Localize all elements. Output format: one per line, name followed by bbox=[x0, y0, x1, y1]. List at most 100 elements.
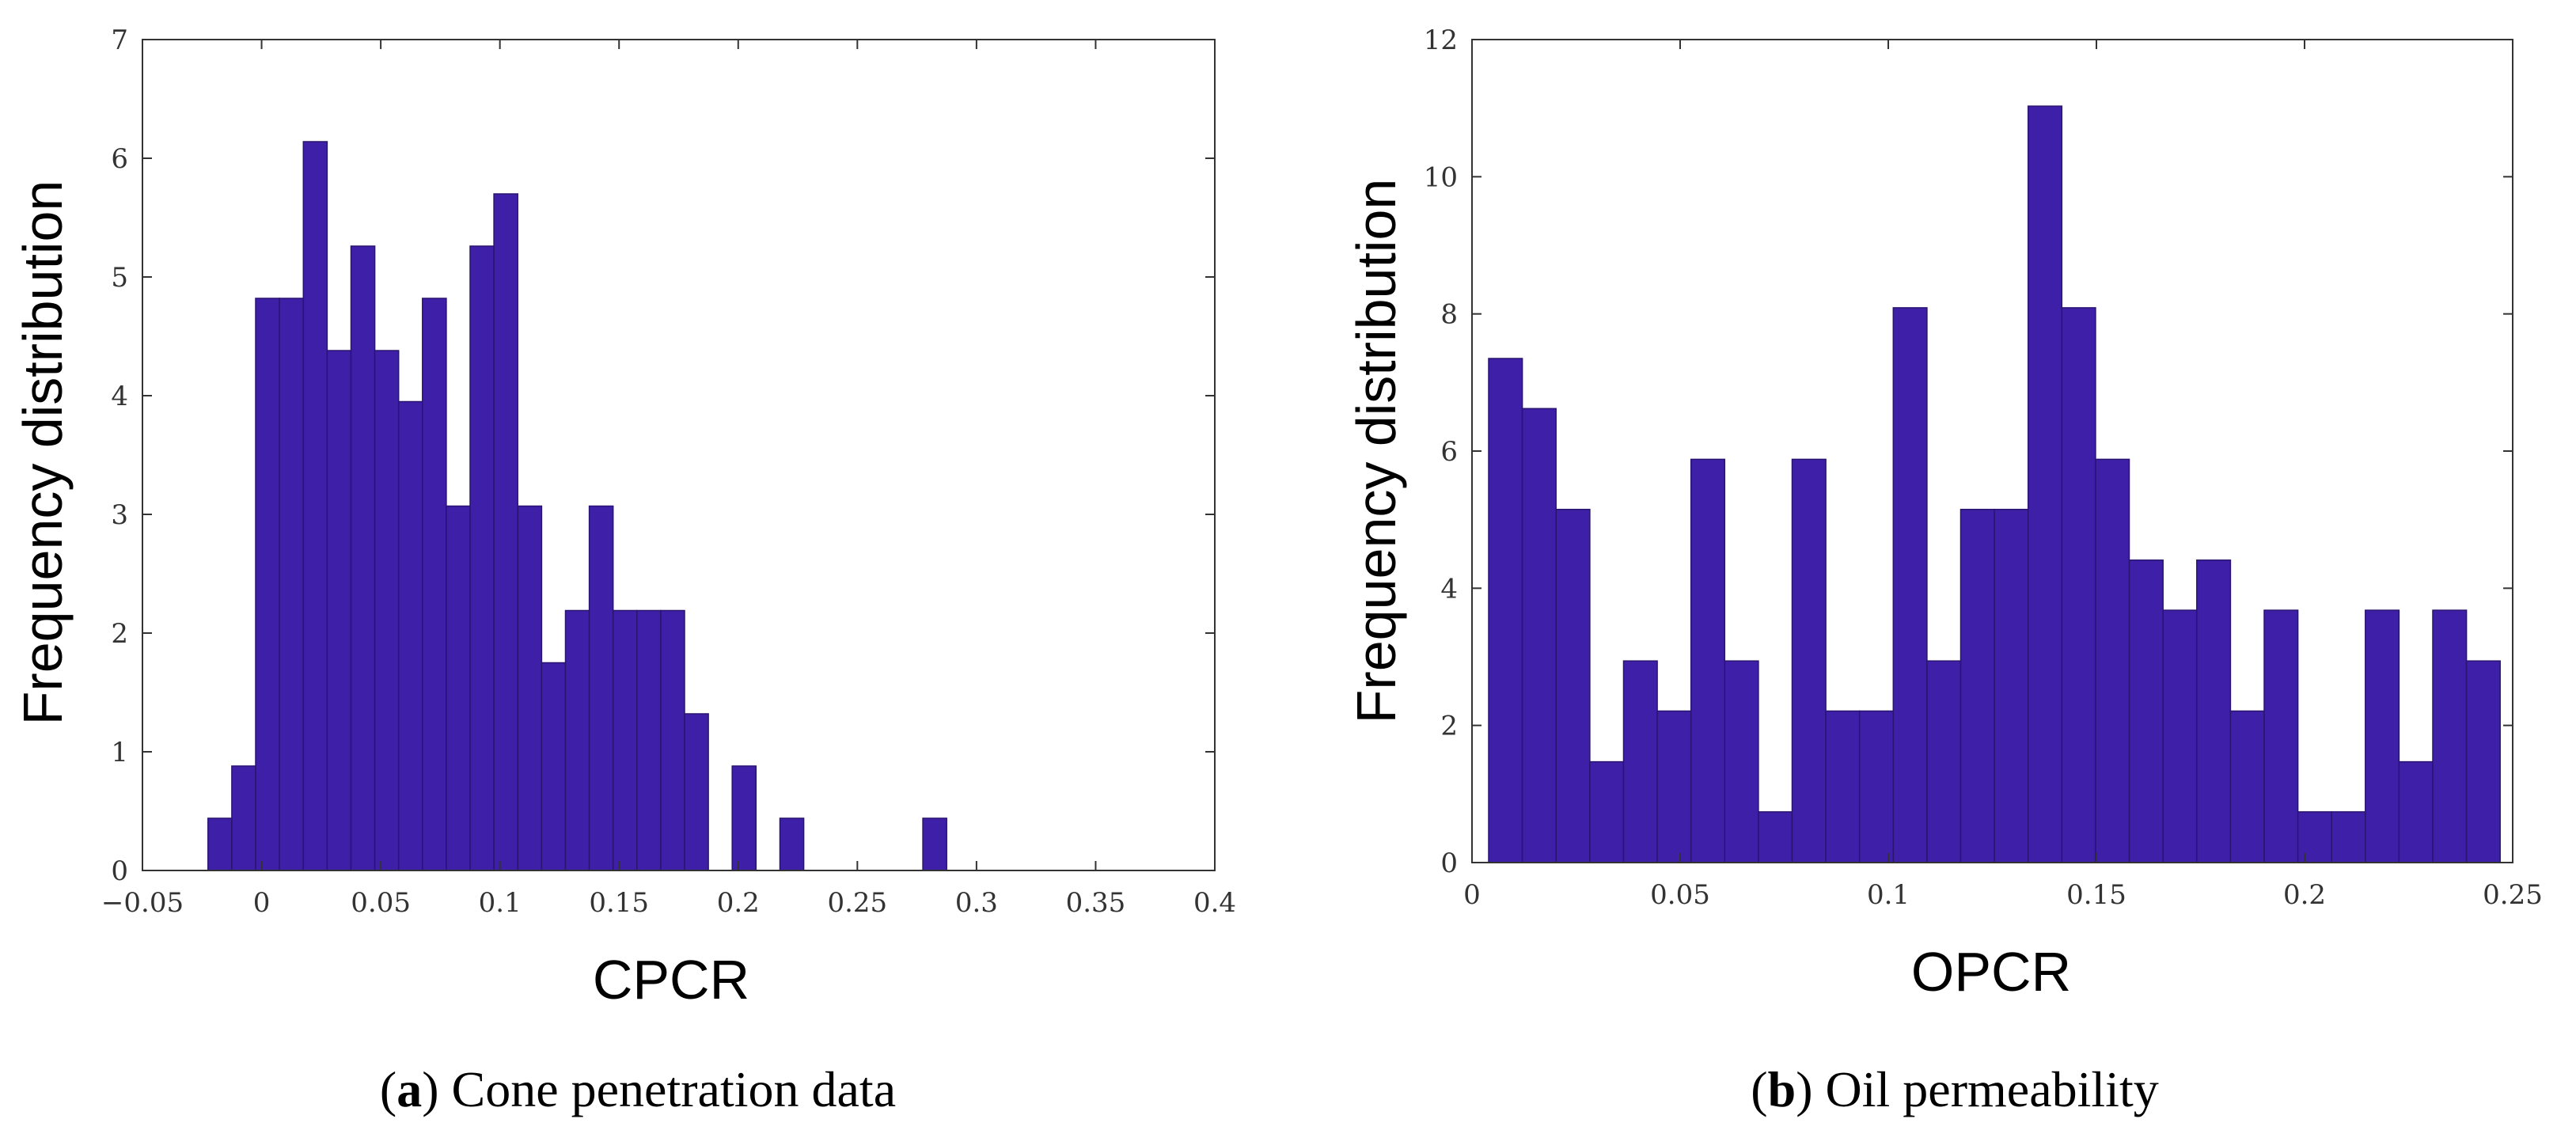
chart-panel-a: −0.05 0 0.05 0.1 0.15 0.2 0.25 0.3 0.35 0.4012345… bbox=[12, 25, 1236, 1117]
y-tick-label-b-0: 0 bbox=[1440, 848, 1458, 879]
x-tick-label-a-4: 0.15 bbox=[589, 887, 649, 919]
histogram-bar-a-17 bbox=[612, 609, 638, 871]
x-tick-label-a-7: 0.3 bbox=[955, 887, 998, 919]
y-tick-label-b-3: 6 bbox=[1440, 436, 1458, 468]
histogram-bar-a-24 bbox=[779, 817, 805, 871]
histogram-bar-a-18 bbox=[636, 609, 662, 871]
histogram-bar-a-4 bbox=[302, 141, 328, 871]
caption-a-label: a bbox=[396, 1061, 422, 1117]
y-tick-label-a-0: 0 bbox=[111, 855, 128, 887]
y-tick-label-b-5: 10 bbox=[1424, 161, 1458, 193]
histogram-bar-b-13 bbox=[1926, 660, 1962, 863]
y-tick-label-a-4: 4 bbox=[111, 381, 128, 412]
histogram-bar-b-26 bbox=[2365, 609, 2400, 863]
histogram-bar-b-22 bbox=[2229, 710, 2265, 863]
y-tick-label-b-2: 4 bbox=[1440, 573, 1458, 605]
x-tick-label-a-0: −0.05 bbox=[101, 887, 184, 919]
x-tick-label-b-3: 0.15 bbox=[2066, 879, 2126, 911]
histogram-bar-a-16 bbox=[588, 505, 614, 871]
x-tick-label-a-1: 0 bbox=[253, 887, 271, 919]
histogram-bar-a-15 bbox=[564, 609, 590, 871]
caption-b: (b) Oil permeability bbox=[1751, 1061, 2158, 1117]
histogram-bar-b-4 bbox=[1622, 660, 1658, 863]
axis-box-a bbox=[142, 39, 1216, 871]
histogram-bar-a-13 bbox=[517, 505, 543, 871]
y-tick-label-b-1: 2 bbox=[1440, 711, 1458, 742]
histogram-bar-b-10 bbox=[1825, 710, 1861, 863]
caption-b-text: Oil permeability bbox=[1826, 1061, 2159, 1117]
histogram-bar-b-11 bbox=[1858, 710, 1895, 863]
caption-a: (a) Cone penetration data bbox=[380, 1061, 896, 1117]
histogram-bar-b-8 bbox=[1758, 811, 1793, 863]
histogram-bar-a-8 bbox=[397, 400, 423, 871]
x-tick-label-a-6: 0.25 bbox=[827, 887, 887, 919]
histogram-bar-a-7 bbox=[374, 350, 400, 871]
histogram-bar-a-12 bbox=[493, 193, 518, 871]
x-tick-label-a-9: 0.4 bbox=[1193, 887, 1236, 919]
histogram-bar-b-2 bbox=[1555, 508, 1591, 863]
ylabel-b: Frequency distribution bbox=[1345, 179, 1407, 724]
histogram-bar-b-16 bbox=[2027, 105, 2063, 863]
y-tick-label-a-7: 7 bbox=[111, 25, 128, 56]
histogram-bar-b-3 bbox=[1589, 760, 1625, 863]
x-tick-label-a-2: 0.05 bbox=[351, 887, 411, 919]
chart-panel-b: 0 0.05 0.1 0.15 0.2 0.25 0 2 4 6 8 10 12 Frequency d… bbox=[1345, 25, 2543, 1117]
histogram-bar-b-1 bbox=[1521, 408, 1557, 863]
plot-area-a: −0.05 0 0.05 0.1 0.15 0.2 0.25 0.3 0.35 0.4012345… bbox=[101, 25, 1236, 919]
histogram-bar-a-6 bbox=[350, 245, 376, 871]
histogram-bar-a-14 bbox=[541, 662, 567, 871]
y-tick-label-a-6: 6 bbox=[111, 143, 128, 175]
histogram-bar-a-30 bbox=[922, 817, 947, 871]
histogram-bar-b-27 bbox=[2398, 760, 2434, 863]
ylabel-a: Frequency distribution bbox=[12, 180, 74, 726]
caption-a-text: Cone penetration data bbox=[452, 1061, 897, 1117]
histogram-bar-a-19 bbox=[660, 609, 685, 871]
histogram-bar-b-20 bbox=[2162, 609, 2198, 863]
histogram-bar-b-28 bbox=[2432, 609, 2468, 863]
x-tick-label-b-4: 0.2 bbox=[2283, 879, 2326, 911]
xlabel-a: CPCR bbox=[593, 949, 749, 1011]
histogram-bar-b-17 bbox=[2061, 307, 2096, 863]
histogram-bar-a-3 bbox=[279, 298, 304, 871]
histogram-bar-b-15 bbox=[1994, 508, 2029, 863]
y-tick-label-a-2: 2 bbox=[111, 618, 128, 650]
y-tick-label-a-5: 5 bbox=[111, 262, 128, 294]
histogram-bar-a-20 bbox=[684, 713, 709, 871]
y-tick-label-a-1: 1 bbox=[111, 737, 128, 768]
histogram-bar-a-1 bbox=[231, 765, 256, 871]
y-tick-label-b-4: 8 bbox=[1440, 299, 1458, 331]
x-tick-label-b-0: 0 bbox=[1463, 879, 1481, 911]
x-tick-label-a-3: 0.1 bbox=[479, 887, 522, 919]
histogram-bar-b-29 bbox=[2465, 660, 2501, 863]
histogram-bar-b-18 bbox=[2095, 458, 2130, 863]
histogram-bar-a-11 bbox=[469, 245, 495, 871]
x-tick-label-a-8: 0.35 bbox=[1066, 887, 1126, 919]
y-tick-label-b-6: 12 bbox=[1424, 25, 1458, 56]
histogram-bar-b-14 bbox=[1960, 508, 1995, 863]
histogram-bar-a-9 bbox=[422, 298, 447, 871]
y-tick-label-a-3: 3 bbox=[111, 499, 128, 531]
x-tick-label-a-5: 0.2 bbox=[717, 887, 760, 919]
histogram-bar-b-23 bbox=[2263, 609, 2299, 863]
histogram-bar-a-5 bbox=[326, 350, 352, 871]
histogram-bar-b-7 bbox=[1724, 660, 1759, 863]
x-tick-label-b-5: 0.25 bbox=[2483, 879, 2543, 911]
x-tick-label-b-1: 0.05 bbox=[1650, 879, 1710, 911]
histogram-bar-b-21 bbox=[2196, 559, 2232, 863]
histogram-bar-a-22 bbox=[731, 765, 757, 871]
histogram-bar-a-0 bbox=[207, 817, 233, 871]
histogram-bar-b-9 bbox=[1791, 458, 1827, 863]
histogram-bar-b-25 bbox=[2331, 811, 2366, 863]
histogram-bar-b-6 bbox=[1690, 458, 1726, 863]
caption-b-label: b bbox=[1768, 1061, 1796, 1117]
histogram-bar-b-19 bbox=[2128, 559, 2164, 863]
histogram-bar-a-2 bbox=[255, 298, 280, 871]
histogram-bar-b-5 bbox=[1656, 710, 1692, 863]
histogram-bar-b-0 bbox=[1488, 358, 1523, 863]
histogram-bar-b-24 bbox=[2297, 811, 2332, 863]
plot-area-b: 0 0.05 0.1 0.15 0.2 0.25 0 2 4 6 8 10 12 bbox=[1424, 25, 2543, 911]
x-tick-label-b-2: 0.1 bbox=[1867, 879, 1910, 911]
xlabel-b: OPCR bbox=[1911, 941, 2071, 1003]
histogram-bar-b-12 bbox=[1892, 307, 1928, 863]
